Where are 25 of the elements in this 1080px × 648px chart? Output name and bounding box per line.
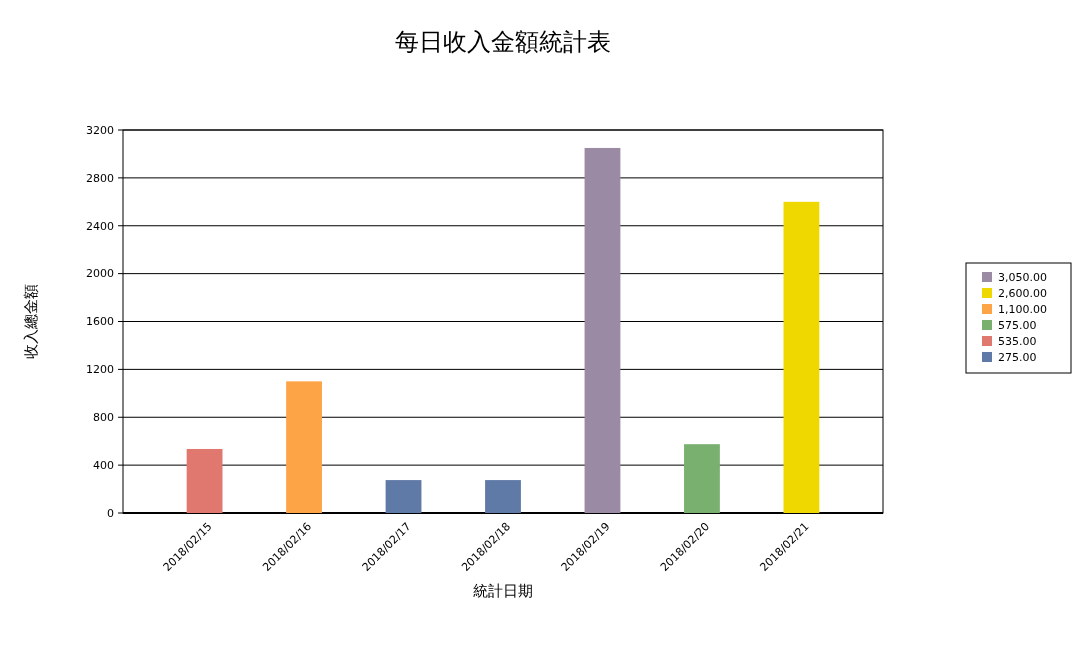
- bar: [485, 480, 521, 513]
- y-tick-label: 0: [107, 506, 114, 520]
- legend-label: 535.00: [998, 334, 1037, 348]
- bar: [783, 201, 820, 513]
- bar: [584, 147, 621, 513]
- legend-label: 3,050.00: [998, 270, 1047, 284]
- y-tick-label: 3200: [86, 123, 114, 137]
- y-tick-label: 2000: [86, 267, 114, 281]
- legend-label: 1,100.00: [998, 302, 1047, 316]
- chart-title: 每日收入金額統計表: [395, 28, 611, 56]
- y-tick-label: 2400: [86, 219, 114, 233]
- y-tick-label: 800: [93, 411, 114, 425]
- legend-label: 275.00: [998, 350, 1037, 364]
- y-tick-label: 1600: [86, 315, 114, 329]
- bar: [286, 381, 322, 513]
- x-axis-title: 統計日期: [473, 582, 533, 600]
- y-tick-label: 1200: [86, 363, 114, 377]
- bar: [684, 444, 720, 513]
- y-axis-title: 收入總金額: [22, 284, 40, 359]
- legend-label: 575.00: [998, 318, 1037, 332]
- legend-label: 2,600.00: [998, 286, 1047, 300]
- y-tick-label: 2800: [86, 171, 114, 185]
- bar: [186, 448, 223, 513]
- y-tick-label: 400: [93, 458, 114, 472]
- bar: [385, 480, 422, 513]
